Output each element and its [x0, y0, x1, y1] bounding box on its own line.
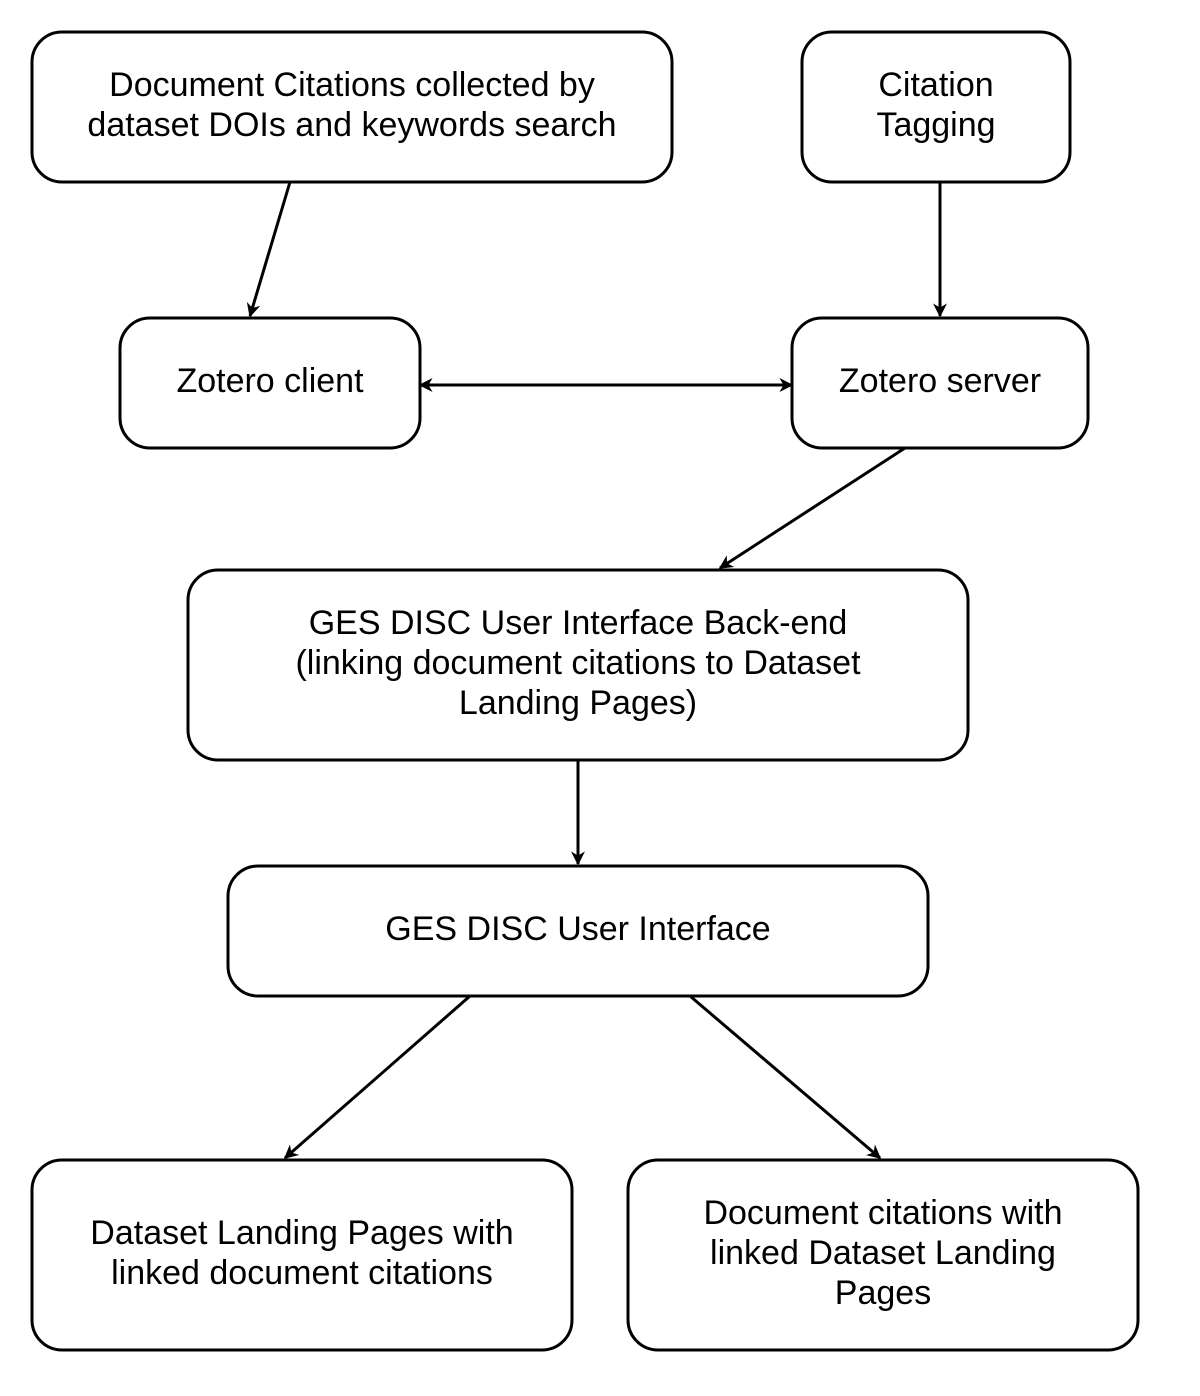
nodes-group: Document Citations collected bydataset D…	[32, 32, 1138, 1350]
node-citation-tagging: CitationTagging	[802, 32, 1070, 182]
node-label-doc-citations-line0: Document Citations collected by	[109, 66, 595, 104]
node-label-doc-citations-linked-line2: Pages	[835, 1274, 931, 1312]
node-zotero-server: Zotero server	[792, 318, 1088, 448]
node-ui: GES DISC User Interface	[228, 866, 928, 996]
node-label-dataset-landing-line0: Dataset Landing Pages with	[90, 1214, 513, 1252]
node-label-zotero-server-line0: Zotero server	[839, 362, 1041, 400]
node-label-doc-citations-line1: dataset DOIs and keywords search	[87, 106, 616, 144]
node-label-ui-line0: GES DISC User Interface	[385, 910, 770, 948]
node-label-backend-line0: GES DISC User Interface Back-end	[309, 604, 848, 642]
node-dataset-landing: Dataset Landing Pages withlinked documen…	[32, 1160, 572, 1350]
edge-ui-dataset-landing	[285, 996, 470, 1158]
node-label-citation-tagging-line1: Tagging	[876, 106, 995, 144]
node-backend: GES DISC User Interface Back-end(linking…	[188, 570, 968, 760]
node-label-citation-tagging-line0: Citation	[878, 66, 993, 104]
node-zotero-client: Zotero client	[120, 318, 420, 448]
node-label-doc-citations-linked-line1: linked Dataset Landing	[710, 1234, 1056, 1272]
node-label-dataset-landing-line1: linked document citations	[111, 1254, 493, 1292]
edge-ui-doc-citations-linked	[690, 996, 880, 1158]
edge-doc-citations-zotero-client	[250, 182, 290, 316]
node-label-backend-line2: Landing Pages)	[459, 684, 697, 722]
node-doc-citations-linked: Document citations withlinked Dataset La…	[628, 1160, 1138, 1350]
edge-zotero-server-backend	[720, 448, 905, 568]
flowchart-diagram: Document Citations collected bydataset D…	[0, 0, 1200, 1396]
node-doc-citations: Document Citations collected bydataset D…	[32, 32, 672, 182]
node-label-backend-line1: (linking document citations to Dataset	[295, 644, 861, 682]
node-label-zotero-client-line0: Zotero client	[176, 362, 364, 400]
node-label-doc-citations-linked-line0: Document citations with	[703, 1194, 1062, 1232]
